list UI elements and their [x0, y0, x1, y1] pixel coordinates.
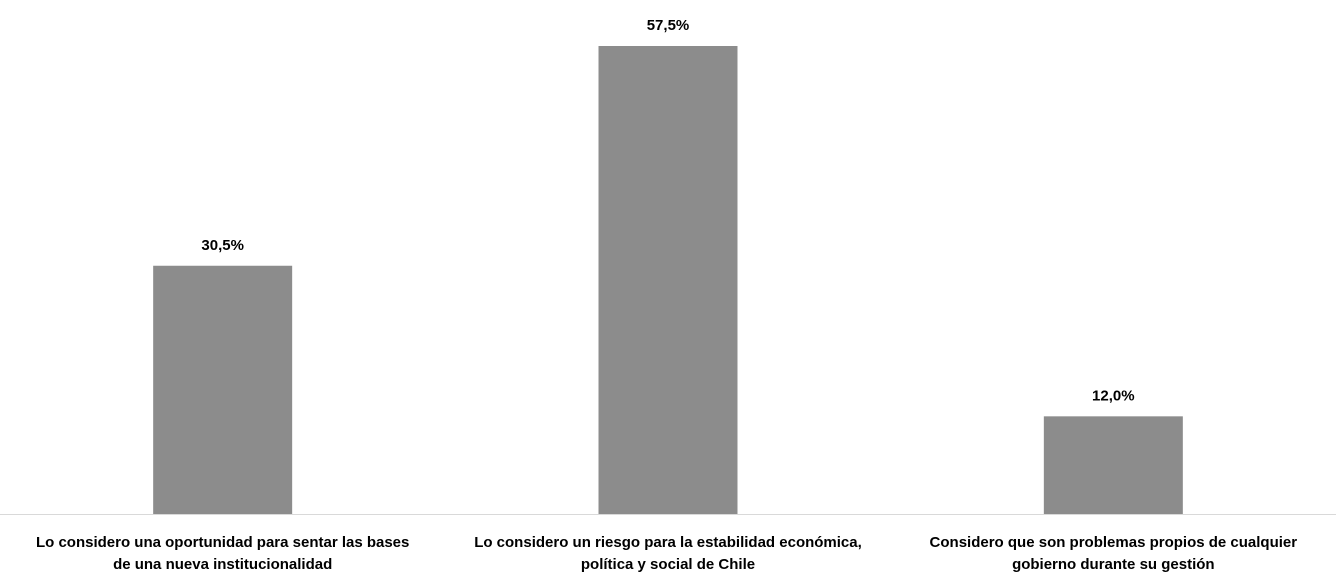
category-label-2: Lo considero un riesgo para la estabilid… [474, 534, 862, 573]
category-label-1-line-2: de una nueva institucionalidad [113, 556, 332, 573]
bar-1 [153, 265, 293, 514]
category-label-3-line-1: Considero que son problemas propios de c… [930, 534, 1298, 551]
category-label-2-line-1: Lo considero un riesgo para la estabilid… [474, 534, 862, 551]
data-labels-group: 30,5% 57,5% 12,0% [201, 17, 1134, 404]
category-labels-group: Lo considero una oportunidad para sentar… [36, 534, 1297, 573]
data-label-2: 57,5% [647, 17, 690, 34]
data-label-3: 12,0% [1092, 387, 1135, 404]
category-label-3: Considero que son problemas propios de c… [930, 534, 1298, 573]
category-label-1-line-1: Lo considero una oportunidad para sentar… [36, 534, 409, 551]
category-label-2-line-2: política y social de Chile [581, 556, 755, 573]
bar-2 [598, 46, 738, 514]
category-label-3-line-2: gobierno durante su gestión [1012, 556, 1215, 573]
category-label-1: Lo considero una oportunidad para sentar… [36, 534, 409, 573]
bars-group [153, 46, 1183, 514]
bar-3 [1043, 416, 1183, 514]
data-label-1: 30,5% [201, 237, 244, 254]
